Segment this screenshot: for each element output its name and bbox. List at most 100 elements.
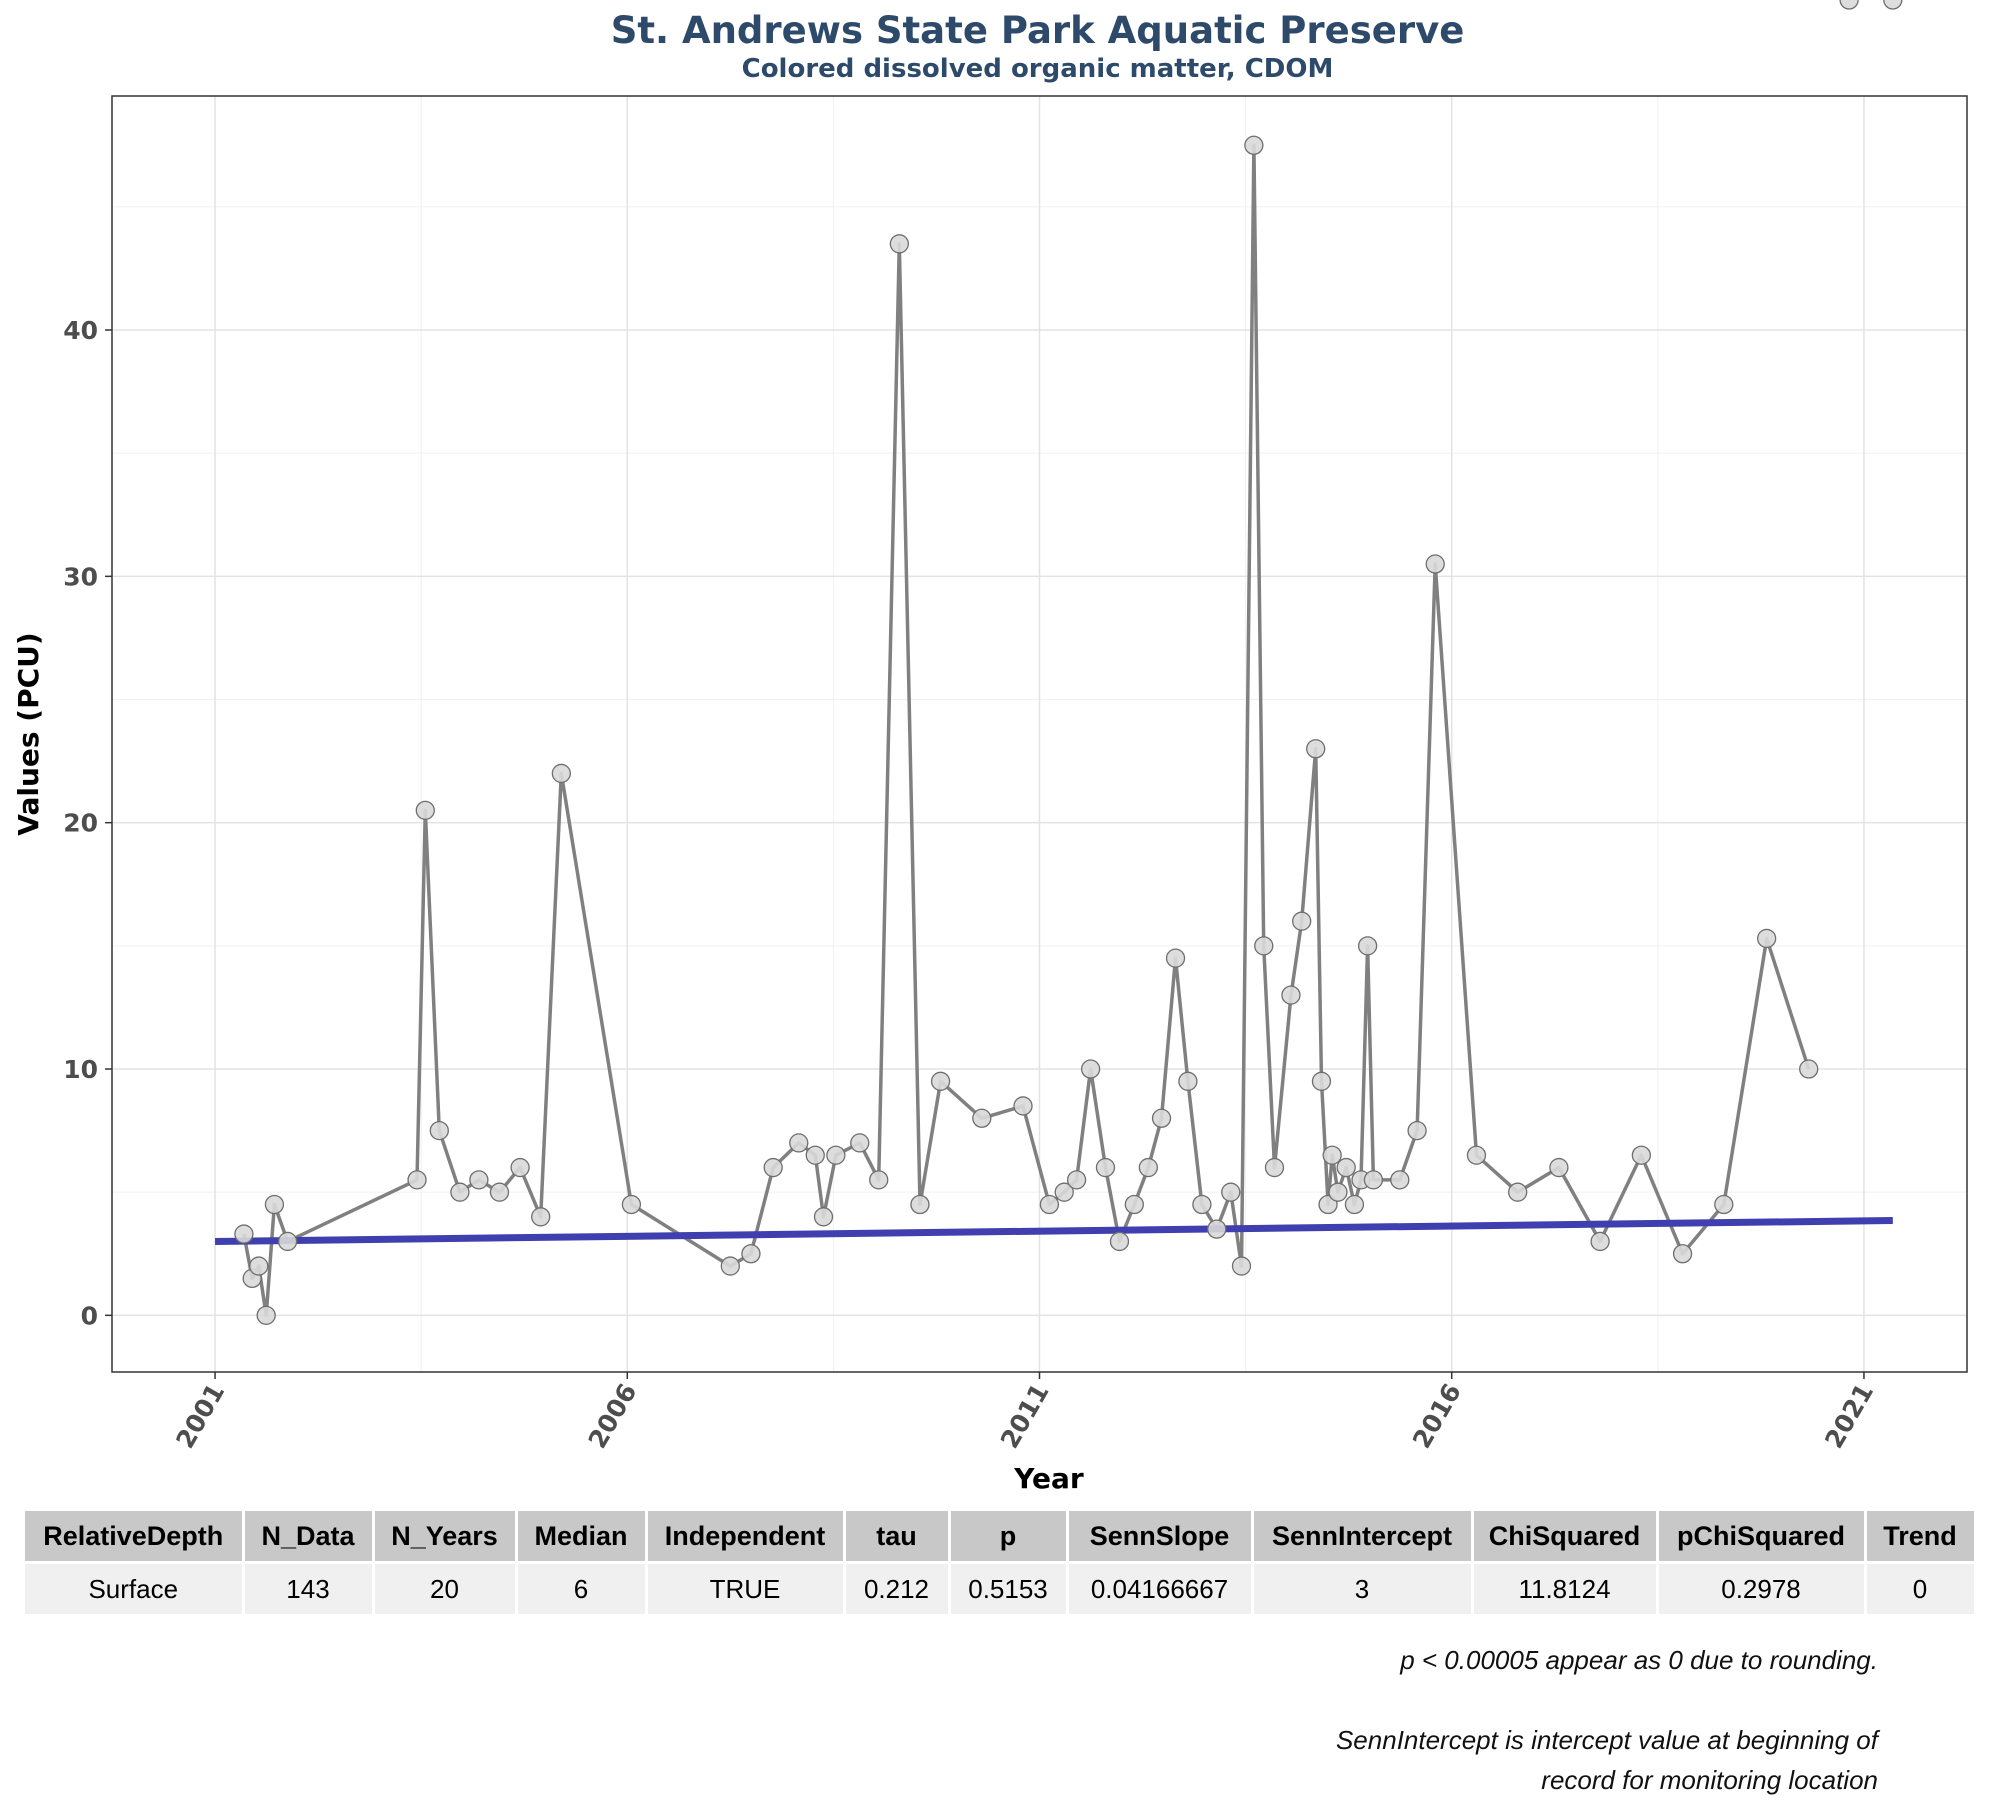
data-point <box>1221 1182 1241 1202</box>
data-point <box>1165 948 1186 968</box>
data-point <box>1425 554 1445 574</box>
table-cell: 0 <box>1865 1561 1977 1614</box>
data-point <box>1328 1182 1348 1202</box>
table-header-cell: ChiSquared <box>1472 1511 1659 1563</box>
table-row: Surface 143 20 6 TRUE 0.212 0.5153 0.04166667 3 1… <box>25 1561 1977 1614</box>
chart: 0 10 20 30 40 2001 2006 2011 2016 2021 Year Value… <box>12 0 1968 1495</box>
data-point <box>1178 1071 1198 1091</box>
y-tick-label: 20 <box>63 809 98 838</box>
chart-subtitle: Colored dissolved organic matter, CDOM <box>741 54 1334 84</box>
note-rounding: p < 0.00005 appear as 0 due to rounding. <box>1400 1645 1878 1675</box>
data-point <box>889 234 909 254</box>
chart-title: St. Andrews State Park Aquatic Preserve <box>610 9 1465 52</box>
data-point <box>1407 1120 1427 1141</box>
data-point <box>256 1305 276 1325</box>
table-cell: 0.212 <box>844 1561 951 1614</box>
table-header-cell: p <box>949 1511 1069 1563</box>
table-header-cell: Independent <box>646 1511 846 1563</box>
table-header-cell: RelativeDepth <box>25 1511 245 1563</box>
data-point <box>789 1133 809 1153</box>
table-header-cell: Trend <box>1865 1511 1977 1563</box>
data-point <box>1508 1182 1528 1202</box>
data-point <box>1080 1059 1101 1079</box>
data-point <box>1672 1244 1693 1264</box>
data-point <box>850 1133 870 1153</box>
data-point <box>1549 1157 1569 1178</box>
data-point <box>1231 1256 1252 1276</box>
data-point <box>1151 1108 1172 1128</box>
data-point <box>1357 936 1378 956</box>
data-point <box>972 1108 992 1128</box>
data-point <box>1109 1231 1130 1252</box>
data-point <box>869 1170 889 1190</box>
trend-line <box>215 1217 1893 1245</box>
data-point <box>1207 1219 1227 1239</box>
data-point <box>1883 0 1903 10</box>
x-tick-label: 2001 <box>170 1379 230 1454</box>
data-point <box>1264 1157 1285 1178</box>
data-point <box>930 1071 951 1091</box>
x-axis-label: Year <box>1013 1462 1084 1495</box>
data-point <box>1322 1145 1342 1165</box>
table-cell: 20 <box>373 1561 518 1614</box>
x-tick-label: 2016 <box>1407 1379 1467 1454</box>
table-header-row: RelativeDepth N_Data N_Years Median Independ… <box>25 1511 1977 1563</box>
data-point <box>277 1231 298 1252</box>
data-point <box>531 1207 551 1227</box>
points-layer <box>234 0 1903 1325</box>
data-point <box>1066 1170 1087 1190</box>
data-point <box>1013 1096 1033 1116</box>
x-tick-label: 2006 <box>583 1379 643 1454</box>
data-point <box>1306 739 1326 759</box>
data-point <box>1799 1059 1819 1079</box>
table-body: Surface 143 20 6 TRUE 0.212 0.5153 0.04166667 3 1… <box>25 1561 1977 1614</box>
data-point <box>826 1145 846 1165</box>
data-point <box>1590 1231 1610 1252</box>
table-header-cell: SennSlope <box>1067 1511 1254 1563</box>
table-cell: 6 <box>516 1561 648 1614</box>
table-cell: 143 <box>243 1561 375 1614</box>
data-point <box>1311 1071 1332 1091</box>
data-point <box>264 1194 285 1215</box>
data-point <box>551 763 571 784</box>
x-tick-label: 2011 <box>995 1379 1055 1454</box>
note-intercept-line1: SennIntercept is intercept value at begi… <box>1335 1725 1878 1755</box>
data-point <box>763 1157 783 1178</box>
table-header-cell: SennIntercept <box>1252 1511 1474 1563</box>
data-point <box>249 1256 269 1276</box>
table-cell: 0.5153 <box>949 1561 1069 1614</box>
data-point <box>741 1244 761 1264</box>
note-intercept-line2: record for monitoring location <box>1541 1765 1878 1795</box>
table-cell: 0.04166667 <box>1067 1561 1254 1614</box>
table-header-cell: N_Years <box>373 1511 518 1563</box>
data-point <box>234 1224 254 1244</box>
y-tick-label: 10 <box>63 1055 98 1084</box>
data-point <box>415 800 435 821</box>
data-point <box>489 1182 510 1202</box>
table-cell: Surface <box>25 1561 245 1614</box>
x-tick-label: 2021 <box>1819 1379 1879 1454</box>
data-point <box>1254 936 1274 956</box>
table-cell: 3 <box>1252 1561 1474 1614</box>
data-point <box>1292 911 1312 931</box>
table-header-cell: N_Data <box>243 1511 375 1563</box>
data-point <box>1466 1145 1487 1165</box>
data-point <box>1757 928 1777 949</box>
notes: p < 0.00005 appear as 0 due to rounding.… <box>1238 1640 1878 1800</box>
data-point <box>1363 1170 1384 1190</box>
table-header-cell: pChiSquared <box>1657 1511 1867 1563</box>
trend-layer <box>215 1217 1893 1245</box>
data-point <box>1281 985 1301 1005</box>
data-point <box>1039 1194 1060 1215</box>
data-point <box>1095 1157 1116 1178</box>
y-axis-label: Values (PCU) <box>12 632 45 835</box>
data-point <box>469 1170 489 1190</box>
data-point <box>910 1194 930 1215</box>
title-block: St. Andrews State Park Aquatic Preserve … <box>0 8 2000 84</box>
data-point <box>621 1194 642 1215</box>
data-point <box>1244 135 1264 155</box>
data-point <box>1839 0 1859 10</box>
table-header-cell: Median <box>516 1511 648 1563</box>
data-point <box>1390 1170 1410 1190</box>
table-cell: TRUE <box>646 1561 846 1614</box>
